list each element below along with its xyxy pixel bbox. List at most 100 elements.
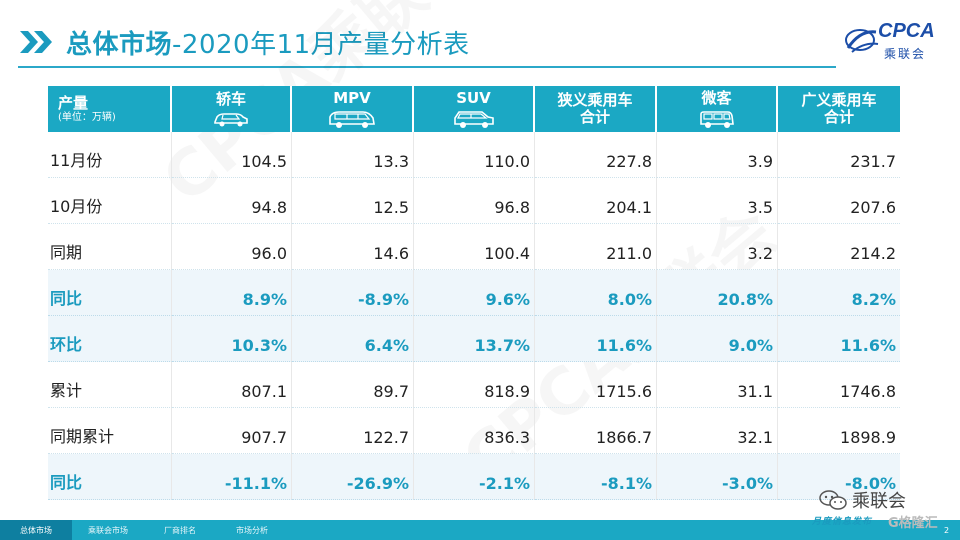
table-cell: 9.0%	[657, 316, 778, 362]
column-header-broad-total: 广义乘用车 合计	[778, 86, 900, 132]
row-label: 同比	[48, 454, 172, 500]
suv-icon	[453, 110, 494, 128]
corner-watermark: G格隆汇	[888, 516, 938, 531]
footer-tab-ranking[interactable]: 厂商排名	[164, 525, 196, 535]
table-cell: 110.0	[414, 132, 535, 178]
column-label: 广义乘用车	[801, 91, 877, 109]
row-label: 11月份	[48, 132, 172, 178]
table-cell: 104.5	[172, 132, 292, 178]
table-cell: 204.1	[535, 178, 657, 224]
column-label: MPV	[333, 88, 371, 107]
column-header-mpv: MPV	[292, 86, 414, 132]
table-cell: 11.6%	[535, 316, 657, 362]
table-row: 累计 807.1 89.7 818.9 1715.6 31.1 1746.8	[48, 362, 900, 408]
page-title-rest: -2020年11月产量分析表	[172, 29, 470, 60]
footer-bar	[0, 520, 960, 540]
table-cell: 13.7%	[414, 316, 535, 362]
cpca-globe-icon	[845, 29, 879, 53]
sedan-icon	[214, 112, 248, 126]
table-cell: 122.7	[292, 408, 414, 454]
double-chevron-icon	[18, 29, 58, 55]
row-label: 环比	[48, 316, 172, 362]
table-cell: 9.6%	[414, 270, 535, 316]
table-header-row: 产量 (单位：万辆) 轿车 MPV	[48, 86, 900, 132]
table-cell: 8.2%	[778, 270, 900, 316]
wechat-badge: 乘联会	[818, 487, 906, 513]
header-corner: 产量 (单位：万辆)	[48, 86, 172, 132]
table-cell: 96.8	[414, 178, 535, 224]
table-cell: 11.6%	[778, 316, 900, 362]
table-cell: 3.5	[657, 178, 778, 224]
page-title: 总体市场-2020年11月产量分析表	[66, 24, 470, 61]
title-bar: 总体市场-2020年11月产量分析表	[18, 22, 858, 62]
logo-cn: 乘联会	[884, 47, 927, 61]
page-number: 2	[944, 526, 950, 535]
table-cell: 807.1	[172, 362, 292, 408]
footer-tab-analysis[interactable]: 市场分析	[236, 525, 268, 535]
table-cell: -8.0%	[778, 454, 900, 500]
title-underline	[18, 66, 836, 68]
table-cell: 20.8%	[657, 270, 778, 316]
table-cell: 214.2	[778, 224, 900, 270]
column-header-narrow-total: 狭义乘用车 合计	[535, 86, 657, 132]
row-label: 10月份	[48, 178, 172, 224]
row-label: 同期	[48, 224, 172, 270]
table-row-highlight: 同比 8.9% -8.9% 9.6% 8.0% 20.8% 8.2%	[48, 270, 900, 316]
table-cell: -11.1%	[172, 454, 292, 500]
table-row: 同期 96.0 14.6 100.4 211.0 3.2 214.2	[48, 224, 900, 270]
table-cell: 89.7	[292, 362, 414, 408]
table-cell: -3.0%	[657, 454, 778, 500]
table-cell: 207.6	[778, 178, 900, 224]
production-table: 产量 (单位：万辆) 轿车 MPV	[48, 86, 900, 500]
table-cell: 227.8	[535, 132, 657, 178]
table-cell: 818.9	[414, 362, 535, 408]
table-cell: 1715.6	[535, 362, 657, 408]
table-cell: 8.0%	[535, 270, 657, 316]
table-cell: -2.1%	[414, 454, 535, 500]
table-cell: 3.9	[657, 132, 778, 178]
header-corner-label: 产量	[58, 93, 89, 112]
column-label: 狭义乘用车	[557, 91, 633, 109]
table-cell: 31.1	[657, 362, 778, 408]
column-header-suv: SUV	[414, 86, 535, 132]
column-header-minivan: 微客	[657, 86, 778, 132]
column-label: SUV	[456, 88, 491, 107]
table-cell: 10.3%	[172, 316, 292, 362]
column-label: 轿车	[215, 89, 246, 108]
table-cell: 8.9%	[172, 270, 292, 316]
table-cell: 1866.7	[535, 408, 657, 454]
column-header-sedan: 轿车	[172, 86, 292, 132]
table-cell: 3.2	[657, 224, 778, 270]
table-cell: 6.4%	[292, 316, 414, 362]
table-row: 同期累计 907.7 122.7 836.3 1866.7 32.1 1898.…	[48, 408, 900, 454]
minivan-icon	[699, 110, 734, 128]
table-cell: -8.9%	[292, 270, 414, 316]
mpv-icon	[329, 110, 375, 128]
table-cell: 1746.8	[778, 362, 900, 408]
table-cell: -26.9%	[292, 454, 414, 500]
footer-tab-cpca-market[interactable]: 乘联会市场	[88, 525, 128, 535]
table-cell: 96.0	[172, 224, 292, 270]
row-label: 累计	[48, 362, 172, 408]
logo-text: CPCA	[878, 20, 935, 42]
table-cell: 907.7	[172, 408, 292, 454]
table-cell: 1898.9	[778, 408, 900, 454]
wechat-icon	[819, 490, 847, 510]
table-cell: 13.3	[292, 132, 414, 178]
wechat-account-name: 乘联会	[852, 491, 906, 512]
table-row: 10月份 94.8 12.5 96.8 204.1 3.5 207.6	[48, 178, 900, 224]
table-cell: 12.5	[292, 178, 414, 224]
table-cell: 14.6	[292, 224, 414, 270]
table-row-highlight: 环比 10.3% 6.4% 13.7% 11.6% 9.0% 11.6%	[48, 316, 900, 362]
page-title-strong: 总体市场	[66, 29, 173, 60]
column-label: 微客	[701, 88, 732, 107]
table-cell: 231.7	[778, 132, 900, 178]
column-label-2: 合计	[579, 108, 610, 126]
footer-tab-overall[interactable]: 总体市场	[0, 520, 72, 540]
table-cell: 836.3	[414, 408, 535, 454]
table-row-highlight: 同比 -11.1% -26.9% -2.1% -8.1% -3.0% -8.0%	[48, 454, 900, 500]
table-cell: -8.1%	[535, 454, 657, 500]
table-row: 11月份 104.5 13.3 110.0 227.8 3.9 231.7	[48, 132, 900, 178]
table-cell: 211.0	[535, 224, 657, 270]
table-cell: 94.8	[172, 178, 292, 224]
